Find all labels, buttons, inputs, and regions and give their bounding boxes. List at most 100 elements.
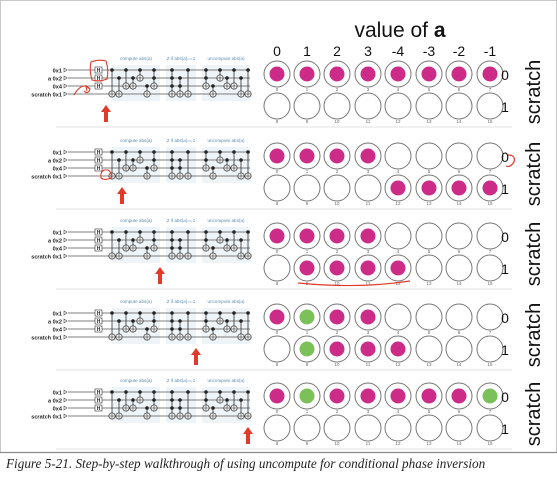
- hadamard-label: H: [97, 166, 101, 172]
- control-dot: [138, 390, 142, 394]
- control-dot: [239, 158, 243, 162]
- control-dot: [204, 398, 208, 402]
- amplitude-circle: [415, 414, 443, 442]
- amplitude-circle: [445, 303, 473, 331]
- control-dot: [145, 84, 149, 88]
- circle-index-label: 3: [367, 249, 370, 254]
- qubit-input-marker: [63, 413, 68, 419]
- amplitude-fill-magenta: [390, 180, 406, 196]
- control-dot: [152, 68, 156, 72]
- amplitude-circle: [323, 414, 351, 442]
- scratch-row-value: 1: [501, 342, 509, 358]
- circle-index-label: 5: [428, 169, 431, 174]
- control-dot: [152, 158, 156, 162]
- control-dot: [211, 406, 215, 410]
- annotation-circle: [100, 169, 112, 181]
- control-dot: [170, 319, 174, 323]
- amplitude-fill-magenta: [360, 388, 376, 404]
- control-dot: [218, 311, 222, 315]
- hadamard-gate: [94, 156, 103, 164]
- qubit-input-marker: [63, 405, 68, 411]
- control-dot: [246, 390, 250, 394]
- circle-index-label: 9: [306, 441, 309, 446]
- register-label: a 0x2: [48, 159, 62, 165]
- circle-index-label: 1: [306, 409, 309, 414]
- section-label: uncompute abs(a): [207, 138, 244, 143]
- circle-index-label: 15: [487, 119, 493, 124]
- amplitude-circle: [476, 335, 504, 363]
- control-dot: [186, 150, 190, 154]
- qubit-input-marker: [63, 310, 68, 316]
- amplitude-fill-magenta: [269, 388, 285, 404]
- circle-index-label: 11: [366, 119, 371, 124]
- control-dot: [178, 166, 182, 170]
- scratch-row-value: 0: [501, 149, 509, 165]
- circle-index-label: 11: [366, 281, 371, 286]
- control-dot: [131, 319, 135, 323]
- circle-index-label: 15: [487, 281, 493, 286]
- control-dot: [117, 158, 121, 162]
- scratch-side-label: scratch: [523, 60, 545, 124]
- circle-index-label: 13: [426, 362, 432, 367]
- amplitude-fill-magenta: [360, 341, 376, 357]
- amplitude-fill-magenta: [329, 228, 345, 244]
- amplitude-circle: [415, 222, 443, 250]
- circle-index-label: 12: [395, 119, 401, 124]
- control-dot: [131, 158, 135, 162]
- title-prefix: value of: [354, 19, 433, 42]
- column-value-label: 3: [364, 43, 372, 59]
- hadamard-gate: [94, 82, 103, 90]
- column-value-label: 0: [273, 43, 281, 59]
- circle-index-label: 0: [276, 169, 279, 174]
- control-dot: [239, 238, 243, 242]
- qubit-input-marker: [63, 157, 68, 163]
- circle-index-label: 2: [336, 330, 339, 335]
- circle-index-label: 14: [456, 362, 462, 367]
- amplitude-fill-magenta: [421, 66, 437, 82]
- amplitude-circle: [476, 222, 504, 250]
- qubit-input-marker: [63, 165, 68, 171]
- control-dot: [232, 68, 236, 72]
- hadamard-label: H: [97, 150, 101, 156]
- circle-index-label: 6: [458, 249, 461, 254]
- register-label: 0x1: [53, 312, 62, 318]
- control-dot: [232, 150, 236, 154]
- circle-index-label: 6: [458, 87, 461, 92]
- control-dot: [170, 230, 174, 234]
- column-value-label: -4: [392, 43, 405, 59]
- control-dot: [246, 68, 250, 72]
- register-label: 0x1: [53, 151, 62, 157]
- control-dot: [124, 311, 128, 315]
- amplitude-fill-magenta: [269, 228, 285, 244]
- amplitude-fill-green: [299, 388, 315, 404]
- circle-index-label: 6: [458, 169, 461, 174]
- hadamard-label: H: [97, 319, 101, 325]
- amplitude-circle: [354, 174, 382, 202]
- control-dot: [152, 311, 156, 315]
- qubit-input-marker: [63, 245, 68, 251]
- amplitude-circle: [384, 142, 412, 170]
- hadamard-gate: [94, 66, 103, 74]
- circle-index-label: 3: [367, 409, 370, 414]
- section-label: compute abs(a): [120, 378, 152, 383]
- scratch-row-value: 1: [501, 421, 509, 437]
- amplitude-fill-magenta: [329, 260, 345, 276]
- circle-index-label: 1: [306, 249, 309, 254]
- control-dot: [117, 238, 121, 242]
- section-label: compute abs(a): [120, 218, 152, 223]
- qubit-input-marker: [63, 237, 68, 243]
- amplitude-fill-magenta: [269, 66, 285, 82]
- control-dot: [246, 150, 250, 154]
- figure-caption: Figure 5-21. Step-by-step walkthrough of…: [6, 456, 486, 471]
- qubit-input-marker: [63, 229, 68, 235]
- step-arrow-icon: [155, 267, 165, 284]
- circle-index-label: 2: [336, 169, 339, 174]
- qubit-input-marker: [63, 67, 68, 73]
- section-label: compute abs(a): [120, 56, 152, 61]
- control-dot: [246, 311, 250, 315]
- hadamard-label: H: [97, 76, 101, 82]
- control-dot: [225, 158, 229, 162]
- control-dot: [170, 158, 174, 162]
- amplitude-circle: [476, 254, 504, 282]
